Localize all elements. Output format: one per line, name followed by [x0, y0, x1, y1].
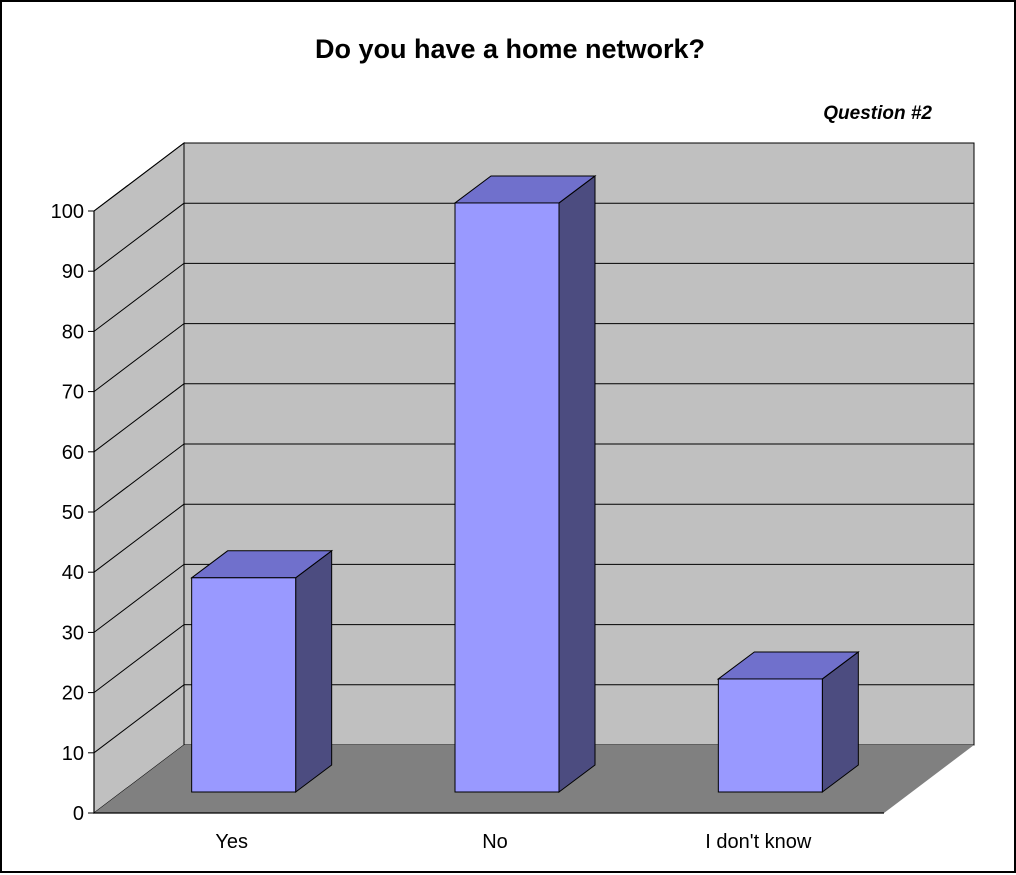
chart-subtitle: Question #2 — [823, 103, 932, 124]
chart-title: Do you have a home network? — [314, 34, 706, 64]
y-tick-label: 20 — [62, 683, 84, 705]
x-tick-label: I don't know — [705, 831, 812, 853]
side-gridline — [93, 383, 185, 453]
bar-side — [295, 549, 333, 793]
y-tick-label: 90 — [62, 261, 84, 283]
bar-side — [558, 174, 596, 793]
side-gridline — [93, 202, 185, 272]
y-tick-label: 100 — [51, 201, 84, 223]
y-tick-label: 60 — [62, 442, 84, 464]
y-tick-label: 0 — [73, 803, 84, 825]
y-tick-label: 30 — [62, 622, 84, 644]
side-gridline — [93, 443, 185, 513]
side-gridline — [93, 503, 185, 573]
bar — [191, 577, 297, 793]
side-gridline — [93, 142, 185, 212]
bar — [717, 678, 823, 793]
x-tick-label: Yes — [215, 831, 248, 853]
side-gridline — [93, 323, 185, 392]
y-tick-label: 40 — [62, 562, 84, 584]
side-gridline — [93, 263, 185, 332]
x-tick-label: No — [482, 831, 508, 853]
y-tick-label: 50 — [62, 502, 84, 524]
y-tick-label: 70 — [62, 382, 84, 404]
bar — [454, 202, 560, 793]
side-gridline — [93, 564, 185, 633]
side-gridline — [93, 684, 185, 754]
y-tick-label: 10 — [62, 743, 84, 765]
y-tick-label: 80 — [62, 321, 84, 343]
side-gridline — [93, 624, 185, 693]
